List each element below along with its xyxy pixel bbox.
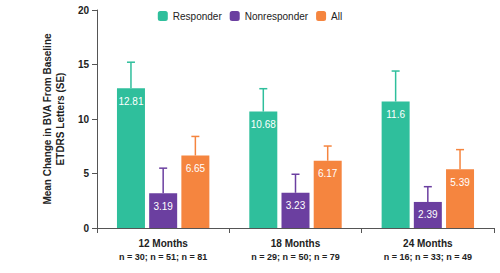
svg-text:n = 16; n = 33; n = 49: n = 16; n = 33; n = 49	[384, 252, 472, 262]
svg-text:11.6: 11.6	[386, 109, 405, 120]
svg-text:n = 29; n = 50; n = 79: n = 29; n = 50; n = 79	[251, 252, 339, 262]
svg-text:12.81: 12.81	[118, 96, 143, 107]
svg-text:All: All	[331, 11, 342, 22]
svg-text:6.17: 6.17	[318, 168, 338, 179]
svg-text:20: 20	[78, 5, 90, 16]
svg-text:Responder: Responder	[173, 11, 223, 22]
svg-text:5: 5	[83, 168, 89, 179]
svg-text:2.39: 2.39	[418, 209, 438, 220]
svg-text:3.19: 3.19	[153, 201, 173, 212]
svg-text:Nonresponder: Nonresponder	[245, 11, 309, 22]
svg-text:ETDRS Letters (SE): ETDRS Letters (SE)	[55, 73, 66, 166]
svg-text:12 Months: 12 Months	[138, 238, 188, 249]
svg-text:5.39: 5.39	[450, 177, 470, 188]
svg-text:3.23: 3.23	[286, 200, 306, 211]
svg-text:18 Months: 18 Months	[271, 238, 321, 249]
svg-text:Mean Change in BVA From Baseli: Mean Change in BVA From Baseline	[42, 33, 53, 205]
svg-text:6.65: 6.65	[186, 163, 206, 174]
svg-text:10.68: 10.68	[251, 119, 276, 130]
svg-text:24 Months: 24 Months	[403, 238, 453, 249]
svg-text:10: 10	[78, 114, 90, 125]
svg-text:15: 15	[78, 59, 90, 70]
svg-text:n = 30; n = 51; n = 81: n = 30; n = 51; n = 81	[119, 252, 207, 262]
svg-text:0: 0	[83, 223, 89, 234]
